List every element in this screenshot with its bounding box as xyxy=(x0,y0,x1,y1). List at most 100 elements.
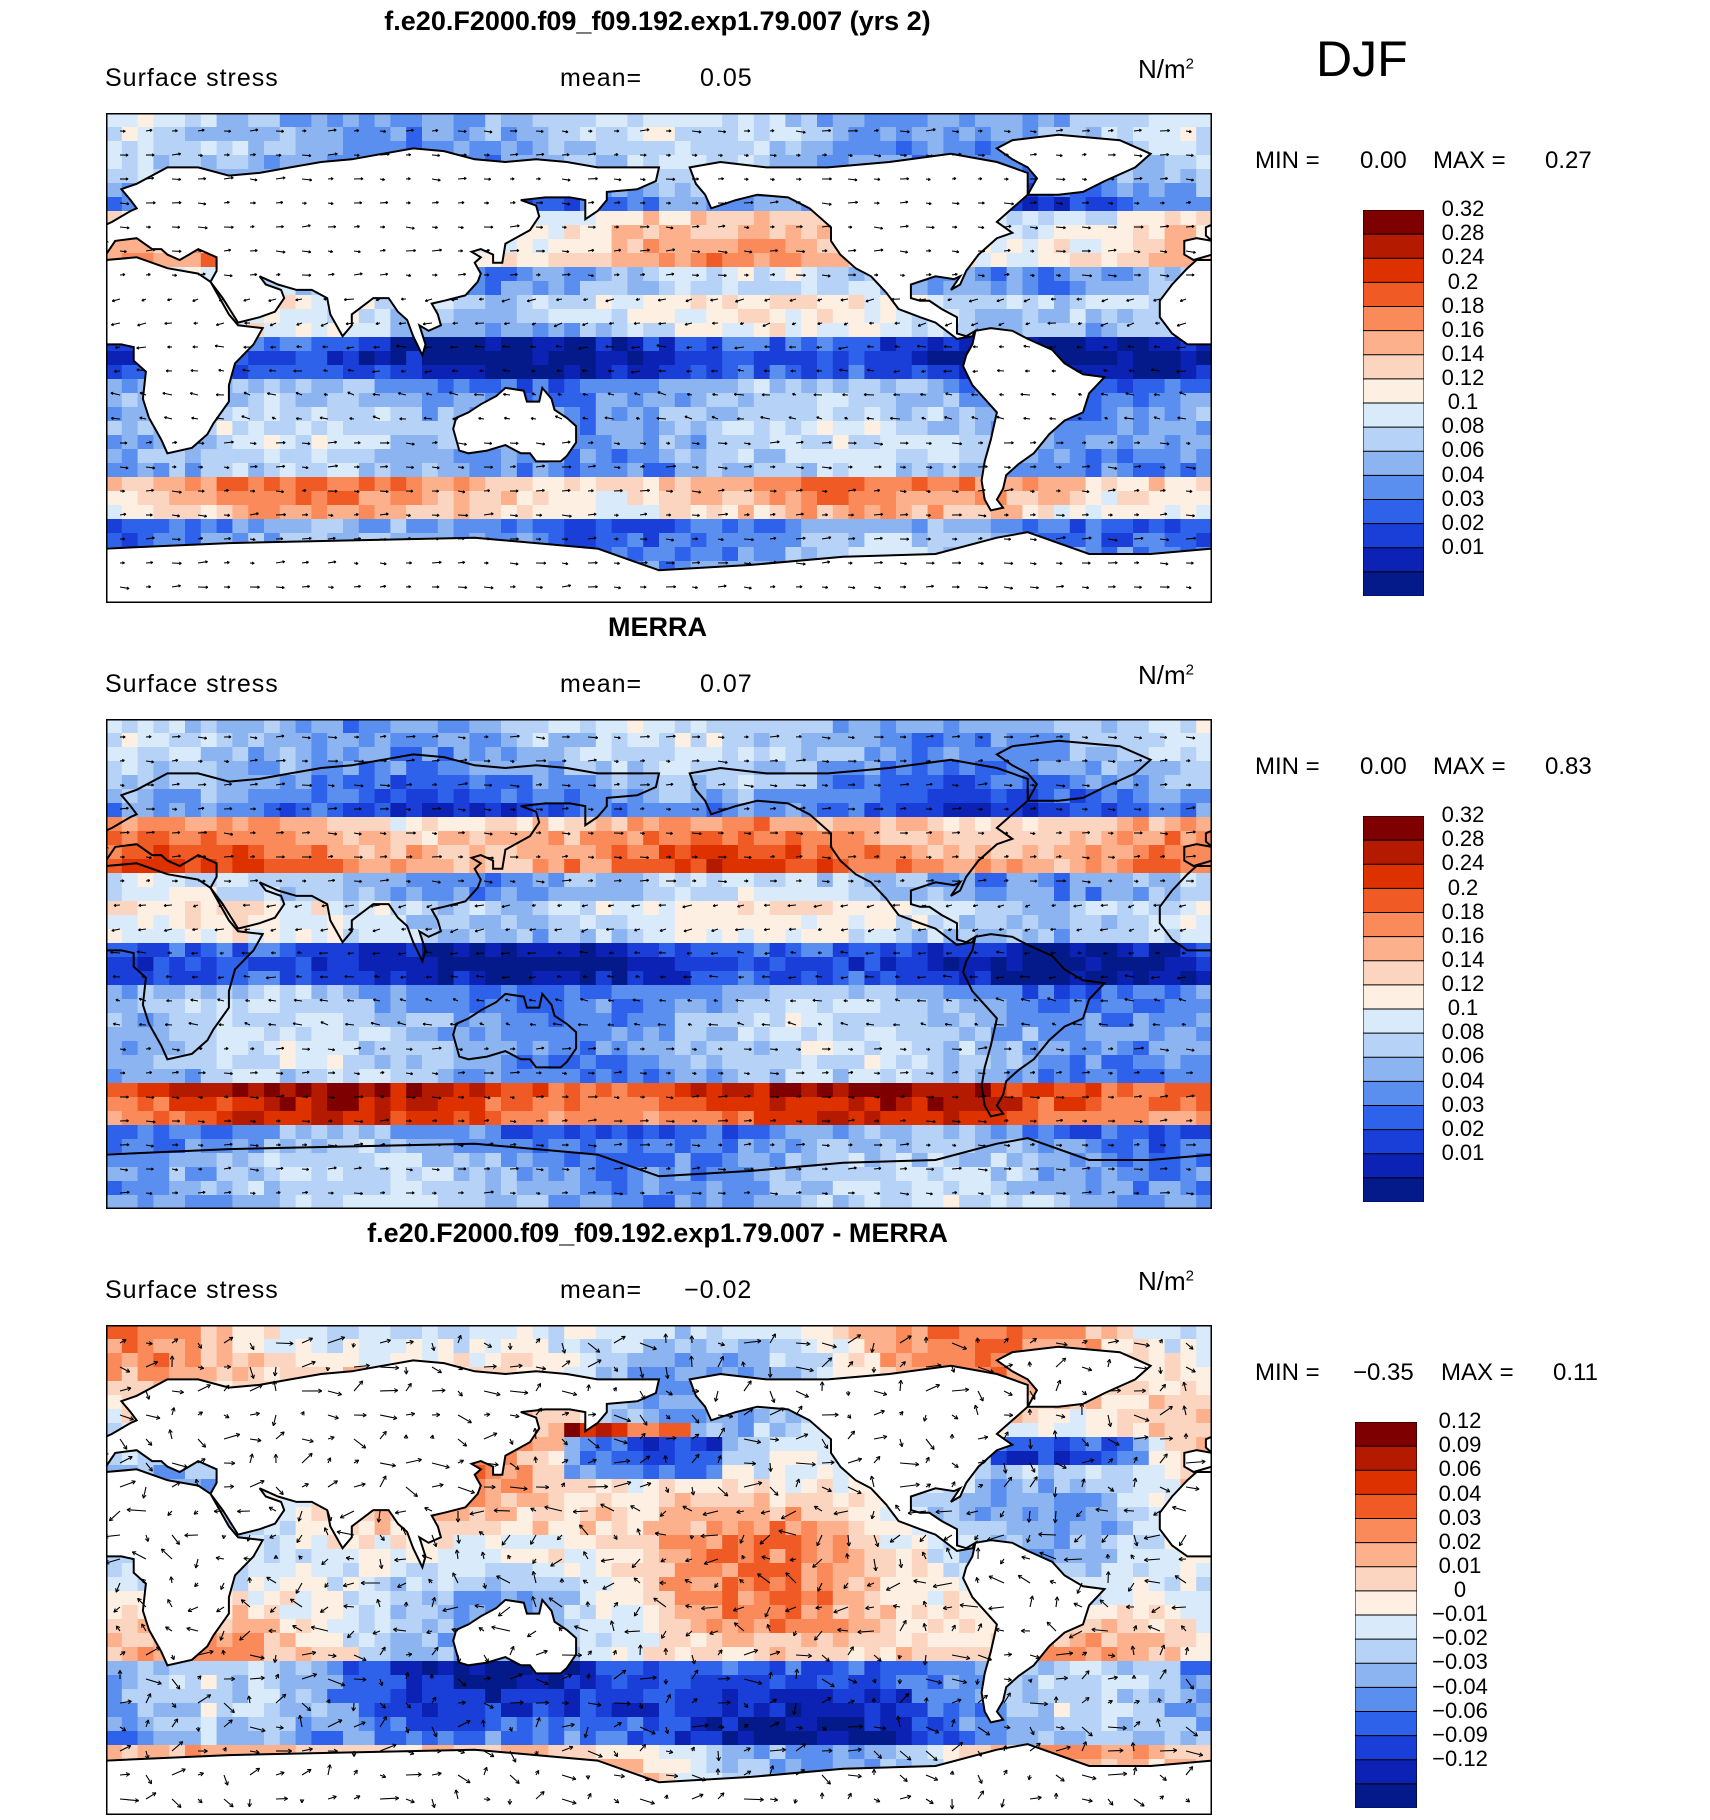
field-cell xyxy=(200,831,218,846)
field-cell xyxy=(501,141,518,156)
field-cell xyxy=(358,351,376,366)
field-cell xyxy=(532,775,549,790)
field-cell xyxy=(469,775,486,790)
field-cell xyxy=(1180,533,1197,548)
vector-arrow xyxy=(501,298,511,303)
field-cell xyxy=(1085,859,1102,874)
vector-arrowhead xyxy=(539,513,543,517)
map-frame xyxy=(106,113,1212,603)
vector-arrowhead xyxy=(566,249,570,254)
field-cell xyxy=(1148,463,1166,478)
field-cell xyxy=(1038,803,1055,818)
vector-arrowhead xyxy=(1150,368,1154,372)
field-cell xyxy=(911,421,929,436)
field-cell xyxy=(1148,435,1166,450)
field-cell xyxy=(406,365,423,380)
field-cell xyxy=(1054,719,1071,734)
field-cell xyxy=(1038,197,1055,212)
vector-arrow xyxy=(197,514,207,517)
field-cell xyxy=(1006,281,1023,296)
vector-arrowhead xyxy=(462,537,465,541)
field-cell xyxy=(264,747,281,762)
vector-arrowhead xyxy=(828,440,832,445)
field-cell xyxy=(580,775,597,790)
field-cell xyxy=(817,239,834,254)
field-cell xyxy=(1069,775,1087,790)
vector-arrow xyxy=(1124,417,1135,420)
vector-arrowhead xyxy=(893,393,897,397)
vector-arrow xyxy=(353,537,361,540)
field-cell xyxy=(106,407,123,422)
field-cell xyxy=(627,211,644,226)
field-cell xyxy=(1148,477,1166,492)
field-cell xyxy=(706,747,723,762)
field-cell xyxy=(501,789,518,804)
field-cell xyxy=(232,845,249,860)
field-cell xyxy=(169,127,186,142)
field-cell xyxy=(769,845,786,860)
field-cell xyxy=(706,379,723,394)
field-cell xyxy=(501,477,518,492)
field-cell xyxy=(501,323,518,338)
field-cell xyxy=(975,803,992,818)
vector-arrowhead xyxy=(1005,177,1009,181)
field-cell xyxy=(1133,197,1150,212)
field-cell xyxy=(722,733,739,748)
field-cell xyxy=(848,113,865,128)
field-cell xyxy=(516,295,534,310)
vector-arrowhead xyxy=(828,202,832,206)
colorbar-tick-label: 0.18 xyxy=(1441,292,1485,318)
field-cell xyxy=(295,463,312,478)
vector-arrowhead xyxy=(323,393,327,397)
vector-arrowhead xyxy=(712,321,715,325)
vector-arrowhead xyxy=(1007,129,1011,134)
field-cell xyxy=(279,775,297,790)
vector-arrowhead xyxy=(461,465,465,470)
field-cell xyxy=(975,435,992,450)
vector-arrowhead xyxy=(672,248,676,252)
vector-arrowhead xyxy=(866,416,870,421)
vector-arrowhead xyxy=(1124,416,1127,420)
field-cell xyxy=(817,789,834,804)
vector-arrowhead xyxy=(1087,129,1090,133)
field-cell xyxy=(1038,113,1055,128)
vector-arrowhead xyxy=(333,128,337,132)
vector-arrow xyxy=(509,562,519,565)
field-cell xyxy=(595,789,613,804)
field-cell xyxy=(753,747,771,762)
field-cell xyxy=(1133,733,1150,748)
vector-arrowhead xyxy=(928,513,931,517)
field-cell xyxy=(516,267,534,282)
field-cell xyxy=(1069,421,1087,436)
vector-arrowhead xyxy=(191,416,195,420)
vector-arrow xyxy=(136,369,147,372)
field-cell xyxy=(1148,393,1166,408)
vector-arrow xyxy=(249,249,258,252)
field-cell xyxy=(327,407,344,422)
vector-arrowhead xyxy=(903,465,906,469)
field-cell xyxy=(943,775,960,790)
field-cell xyxy=(1196,183,1212,198)
field-cell xyxy=(753,309,771,324)
field-cell xyxy=(627,253,644,268)
vector-arrow xyxy=(838,346,849,350)
field-cell xyxy=(548,253,565,268)
field-cell xyxy=(137,519,154,534)
field-cell xyxy=(1133,113,1150,128)
field-cell xyxy=(611,379,628,394)
colorbar-tick-label: 0.04 xyxy=(1441,461,1485,487)
field-cell xyxy=(516,323,534,338)
field-cell xyxy=(1038,505,1055,520)
field-cell xyxy=(106,873,123,888)
field-cell xyxy=(516,775,534,790)
field-cell xyxy=(738,789,755,804)
vector-arrowhead xyxy=(542,464,545,468)
field-cell xyxy=(169,719,186,734)
field-cell xyxy=(311,435,328,450)
field-cell xyxy=(532,267,549,282)
field-cell xyxy=(121,463,139,478)
field-cell xyxy=(564,505,581,520)
field-cell xyxy=(106,365,123,380)
field-cell xyxy=(1101,211,1118,226)
field-cell xyxy=(437,845,455,860)
